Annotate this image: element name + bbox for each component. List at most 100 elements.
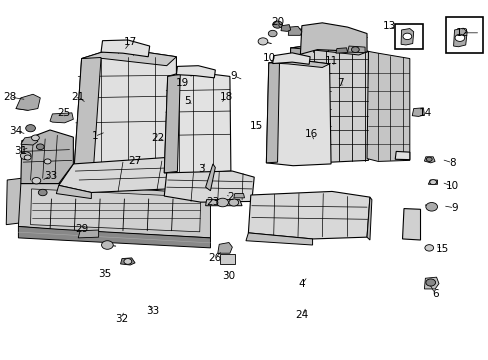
Polygon shape [74,58,101,166]
Polygon shape [287,45,368,163]
Polygon shape [233,194,244,198]
Polygon shape [400,28,413,45]
Bar [446,18,482,53]
Polygon shape [19,226,210,248]
Polygon shape [56,185,91,199]
Polygon shape [281,24,290,31]
Text: 9: 9 [230,71,237,81]
Text: 33: 33 [44,171,58,181]
Circle shape [425,203,437,211]
Circle shape [24,155,31,160]
Text: 7: 7 [337,78,344,88]
Circle shape [123,258,131,264]
Polygon shape [245,233,312,245]
Polygon shape [78,230,99,238]
Polygon shape [248,192,369,239]
Text: 26: 26 [208,253,222,263]
Text: 4: 4 [298,279,305,289]
Polygon shape [205,164,215,191]
Polygon shape [394,152,409,159]
Polygon shape [164,171,254,202]
Polygon shape [217,243,232,253]
Polygon shape [347,46,365,53]
Circle shape [426,157,431,161]
Text: 10: 10 [263,53,276,63]
Text: 6: 6 [431,289,438,298]
Polygon shape [50,113,73,123]
Polygon shape [453,28,466,47]
Text: 33: 33 [146,306,160,316]
Polygon shape [266,59,330,166]
Text: 34: 34 [9,126,22,136]
Text: 30: 30 [222,271,235,281]
Text: 14: 14 [418,108,431,118]
Polygon shape [300,23,366,54]
Polygon shape [19,184,210,238]
Circle shape [454,34,464,41]
Circle shape [424,245,433,251]
Text: 10: 10 [445,181,458,192]
Polygon shape [120,258,135,265]
Text: 25: 25 [57,108,70,118]
Polygon shape [366,197,371,240]
Polygon shape [59,157,212,193]
Polygon shape [6,178,22,225]
Polygon shape [290,45,368,55]
Polygon shape [164,74,180,173]
Circle shape [402,33,411,40]
Text: 16: 16 [305,129,318,139]
Text: 19: 19 [175,78,188,88]
Text: 8: 8 [448,158,455,168]
Text: 5: 5 [183,96,190,106]
Bar [394,23,423,49]
Polygon shape [424,277,438,289]
Text: 2: 2 [227,192,234,202]
Circle shape [429,180,436,185]
Bar [220,254,234,264]
Polygon shape [81,48,176,66]
Circle shape [268,30,277,37]
Polygon shape [74,48,176,166]
Text: 23: 23 [206,197,219,207]
Text: 12: 12 [455,28,468,38]
Polygon shape [366,51,409,161]
Text: 21: 21 [71,92,84,102]
Circle shape [38,189,47,196]
Polygon shape [402,208,420,240]
Text: 15: 15 [249,121,263,131]
Circle shape [44,159,51,164]
Polygon shape [16,94,40,111]
Text: 17: 17 [123,37,137,48]
Polygon shape [335,48,347,53]
Text: 11: 11 [324,57,337,66]
Text: 3: 3 [198,163,204,174]
Circle shape [32,177,41,184]
Text: 15: 15 [435,244,448,253]
Circle shape [36,144,44,150]
Circle shape [228,199,238,206]
Circle shape [258,38,267,45]
Text: 20: 20 [270,17,284,27]
Polygon shape [427,180,437,184]
Polygon shape [21,130,73,184]
Polygon shape [205,200,242,206]
Text: 35: 35 [98,269,111,279]
Text: 18: 18 [219,92,232,102]
Text: 22: 22 [151,133,164,143]
Text: 9: 9 [450,203,457,213]
Polygon shape [424,157,434,163]
Text: 31: 31 [14,146,27,156]
Text: 28: 28 [3,92,17,102]
Polygon shape [272,53,309,64]
Polygon shape [164,71,230,174]
Circle shape [351,47,359,53]
Polygon shape [287,47,301,158]
Circle shape [20,152,31,159]
Circle shape [216,198,228,207]
Circle shape [102,241,113,249]
Circle shape [31,135,39,141]
Polygon shape [30,189,201,232]
Circle shape [26,125,35,132]
Circle shape [272,21,282,28]
Polygon shape [176,66,215,78]
